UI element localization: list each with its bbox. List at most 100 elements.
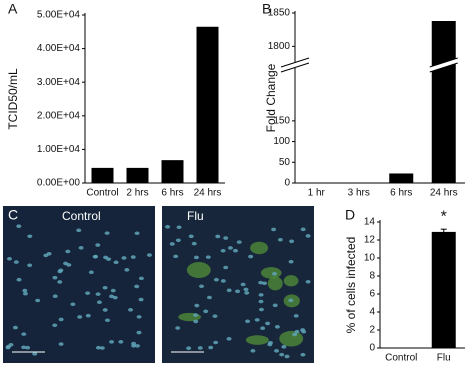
nucleus [226, 337, 232, 341]
nucleus [288, 298, 294, 303]
nucleus [258, 280, 264, 285]
nucleus [271, 227, 277, 232]
y-axis-label: TCID50/mL [6, 68, 20, 130]
nucleus [124, 268, 130, 272]
nucleus [274, 349, 280, 353]
nucleus [265, 321, 271, 326]
nucleus [95, 243, 101, 247]
nucleus [110, 288, 116, 293]
panel-label: C [8, 207, 18, 223]
x-tick-label: 2 hrs [126, 188, 148, 199]
nucleus [300, 352, 306, 357]
nucleus [248, 254, 254, 259]
nucleus [52, 275, 58, 280]
nucleus [130, 255, 136, 259]
nucleus [294, 329, 300, 334]
nucleus [176, 225, 182, 230]
y-tick-label: 1800 [268, 41, 291, 52]
nucleus [104, 318, 110, 323]
nucleus [63, 261, 69, 266]
axis-break-line [429, 57, 458, 68]
nucleus [232, 248, 238, 253]
control-image [3, 206, 155, 363]
image-label: Flu [187, 209, 204, 223]
y-tick-label: 0.00E+00 [37, 178, 81, 189]
nucleus [88, 270, 94, 275]
x-tick-label: Flu [437, 353, 451, 364]
infected-cell [260, 267, 282, 279]
y-tick-label: 150 [273, 115, 290, 126]
y-tick-label: 0 [284, 178, 290, 189]
y-tick-label: 2 [369, 325, 375, 336]
image-label: Control [62, 209, 101, 223]
nucleus [93, 254, 99, 259]
nucleus [300, 328, 306, 332]
nucleus [284, 354, 290, 359]
y-tick-label: 5.00E+04 [37, 10, 81, 21]
nucleus [305, 279, 311, 284]
y-tick-label: 0 [369, 343, 375, 354]
nucleus [186, 346, 192, 350]
y-tick-label: 8 [369, 271, 375, 282]
y-tick-label: 4 [369, 307, 375, 318]
nucleus [169, 242, 175, 246]
nucleus [95, 292, 101, 296]
y-tick-label: 3.00E+04 [37, 77, 81, 88]
nucleus [104, 231, 110, 235]
nucleus [245, 319, 251, 324]
x-tick-label: 24 hrs [430, 188, 458, 199]
x-tick-label: 24 hrs [194, 188, 222, 199]
nucleus [281, 345, 287, 349]
cell-layer [5, 224, 311, 359]
bar [431, 21, 456, 183]
nucleus [21, 332, 27, 336]
nucleus [8, 343, 14, 347]
nucleus [102, 285, 108, 290]
nucleus [220, 248, 226, 253]
nucleus [194, 303, 200, 308]
nucleus [22, 291, 28, 296]
error-bar [440, 228, 447, 235]
infected-cell [245, 335, 269, 345]
nucleus [134, 284, 140, 289]
bar [431, 231, 456, 348]
nucleus [272, 272, 278, 276]
nucleus [212, 314, 218, 318]
nucleus [236, 240, 242, 244]
nucleus [136, 315, 142, 319]
nucleus [203, 309, 209, 314]
nucleus [118, 340, 124, 344]
x-tick-label: Control [86, 188, 118, 199]
nucleus [99, 346, 105, 350]
nucleus [208, 345, 214, 350]
nucleus [58, 342, 64, 346]
nucleus [193, 319, 199, 324]
nucleus [220, 279, 226, 283]
bar [161, 160, 184, 183]
bar [196, 26, 219, 184]
nucleus [235, 289, 241, 294]
nucleus [85, 291, 91, 295]
nucleus [16, 277, 22, 282]
y-tick-label: 100 [273, 136, 290, 147]
nucleus [226, 288, 232, 293]
y-axis-label: Fold Change [264, 63, 278, 132]
nucleus [35, 298, 41, 303]
nucleus [58, 317, 64, 322]
nucleus [138, 297, 144, 302]
nucleus [146, 253, 152, 257]
nucleus [76, 228, 82, 233]
infected-cell [279, 330, 304, 347]
nucleus [12, 325, 18, 330]
nucleus [199, 284, 205, 289]
infected-cell [186, 261, 211, 278]
x-tick-label: 1 hr [308, 188, 326, 199]
nucleus [188, 234, 194, 239]
nucleus [27, 263, 33, 268]
nucleus [16, 224, 22, 229]
nucleus [240, 282, 246, 287]
nucleus [77, 315, 83, 319]
axis-break-line [280, 62, 310, 73]
nucleus [25, 345, 31, 350]
nucleus [85, 313, 91, 318]
